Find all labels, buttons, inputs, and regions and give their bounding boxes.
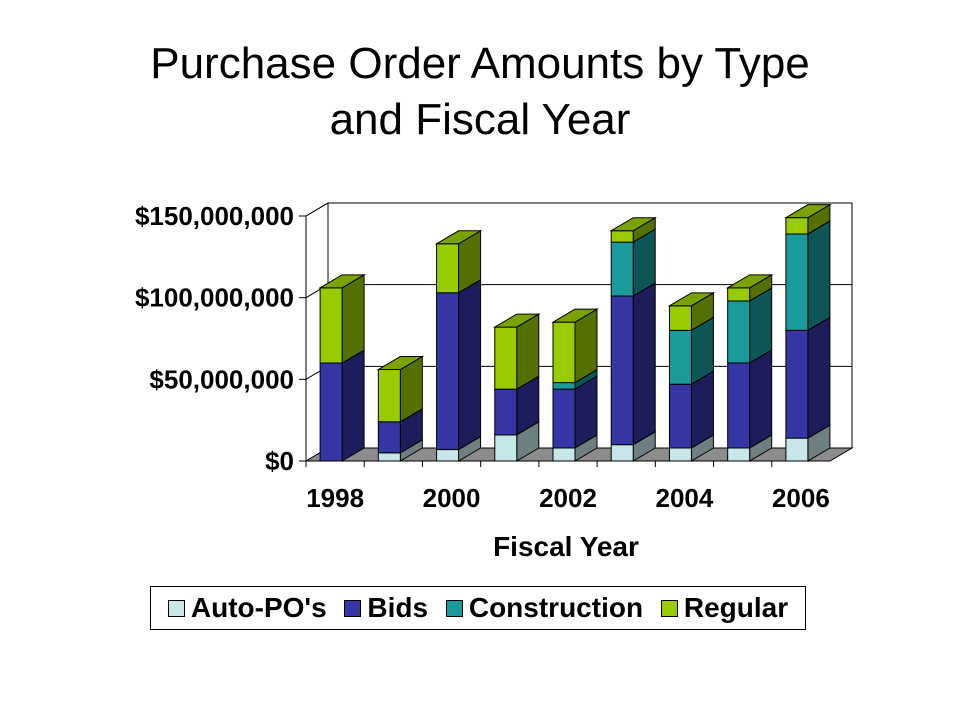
- bar-top-2005: [725, 274, 774, 289]
- legend-swatch: [445, 599, 463, 617]
- bar-bids-1999: [377, 421, 401, 454]
- bar-top-2000: [434, 230, 483, 245]
- legend-swatch: [660, 599, 678, 617]
- bar-regular-2001: [494, 326, 518, 390]
- bar-construction-2003: [610, 241, 634, 297]
- bar-autopos-2004: [668, 447, 692, 462]
- bar-regular-2004: [668, 305, 692, 331]
- y-tick-label: $50,000,000: [149, 364, 294, 394]
- bar-bids-2005: [727, 362, 751, 449]
- bar-side-bids-2006: [807, 316, 831, 440]
- bar-construction-2002: [552, 382, 576, 390]
- bar-bids-2006: [785, 329, 809, 439]
- bar-autopos-2001: [494, 434, 518, 462]
- chart-bars: [318, 203, 832, 462]
- bar-stack-2002: [551, 308, 599, 462]
- bar-top-2003: [609, 217, 658, 232]
- legend-swatch: [344, 599, 362, 617]
- legend-item-construction: Construction: [445, 592, 644, 624]
- bar-regular-1999: [377, 369, 401, 423]
- bar-bids-2004: [668, 383, 692, 449]
- x-tick-label: 1998: [306, 483, 364, 513]
- bar-stack-1999: [376, 355, 425, 462]
- bar-autopos-2000: [436, 449, 460, 462]
- chart-title-line1: Purchase Order Amounts by Type: [150, 39, 810, 88]
- bar-autopos-2003: [610, 444, 634, 462]
- y-tick-label: $150,000,000: [135, 201, 294, 231]
- bar-autopos-2006: [785, 437, 809, 462]
- bar-autopos-2002: [552, 447, 576, 462]
- bar-autopos-2005: [727, 447, 751, 462]
- gridline-diagonal: [305, 202, 329, 217]
- bar-top-2004: [667, 292, 716, 307]
- bar-regular-2003: [610, 230, 634, 243]
- bar-bids-2000: [436, 292, 460, 451]
- bar-regular-2002: [552, 321, 576, 384]
- bar-stack-2003: [609, 216, 658, 462]
- legend-label: Regular: [683, 592, 789, 623]
- legend-label: Construction: [468, 592, 644, 623]
- bar-bids-1998: [319, 362, 343, 462]
- stacked-3d-bar-chart: $0 $50,000,000 $100,000,000 $150,000,000 199…: [135, 201, 854, 562]
- y-tick-label: $100,000,000: [135, 283, 294, 313]
- legend-label: Auto-PO's: [190, 592, 327, 623]
- x-tick-label: 2002: [539, 483, 597, 513]
- bar-regular-2000: [436, 243, 460, 294]
- bar-stack-2005: [725, 273, 774, 462]
- bar-top-2001: [492, 313, 541, 328]
- bar-side-regular-1998: [341, 273, 365, 364]
- bar-side-bids-2003: [632, 282, 656, 446]
- bar-bids-2001: [494, 388, 518, 436]
- x-tick-label: 2000: [423, 483, 481, 513]
- legend-swatch: [167, 599, 185, 617]
- bar-side-construction-2006: [807, 220, 831, 332]
- bar-stack-2004: [667, 291, 716, 462]
- bar-stack-2000: [434, 229, 483, 462]
- legend-item-autopos: Auto-PO's: [167, 592, 327, 624]
- bar-top-1999: [376, 356, 425, 371]
- legend-item-regular: Regular: [660, 592, 789, 624]
- chart-title-line2: and Fiscal Year: [329, 95, 631, 144]
- bar-construction-2005: [727, 300, 751, 364]
- x-tick-label: 2006: [772, 483, 830, 513]
- bar-top-2002: [551, 308, 599, 323]
- bar-top-1998: [318, 274, 366, 289]
- legend-label: Bids: [367, 592, 429, 623]
- bar-construction-2006: [785, 233, 809, 331]
- bar-construction-2004: [668, 329, 692, 385]
- x-tick-label: 2004: [656, 483, 714, 513]
- bar-regular-2005: [727, 287, 751, 302]
- bar-stack-2006: [784, 203, 832, 462]
- bar-regular-2006: [785, 217, 809, 235]
- chart-ticks: $0 $50,000,000 $100,000,000 $150,000,000 199…: [135, 201, 830, 513]
- bar-bids-2002: [552, 388, 576, 449]
- x-axis-title: Fiscal Year: [493, 531, 639, 562]
- y-tick-label: $0: [265, 446, 294, 476]
- legend: Auto-PO's Bids Construction Regular: [150, 586, 806, 630]
- bar-stack-1998: [318, 273, 366, 462]
- legend-item-bids: Bids: [344, 592, 428, 624]
- bar-regular-1998: [319, 287, 343, 364]
- bar-side-bids-1998: [341, 349, 365, 462]
- bar-autopos-1999: [377, 452, 401, 462]
- bar-bids-2003: [610, 295, 634, 446]
- bar-top-2006: [784, 204, 832, 219]
- bar-side-bids-2005: [749, 349, 773, 449]
- chart-title: Purchase Order Amounts by Type and Fisca…: [0, 36, 960, 148]
- bar-stack-2001: [492, 313, 541, 462]
- bar-side-bids-2000: [458, 278, 482, 451]
